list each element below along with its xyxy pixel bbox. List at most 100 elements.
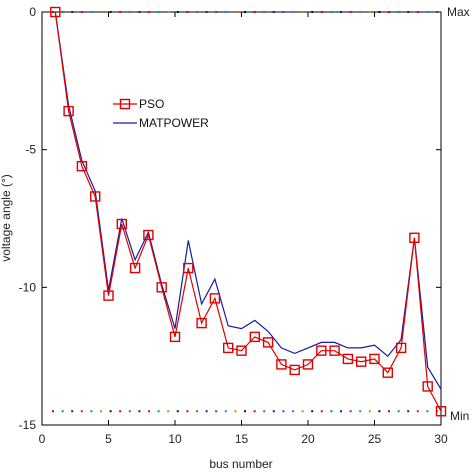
legend-pso-label: PSO	[139, 97, 164, 111]
max-line-dot	[90, 11, 93, 13]
data-point-pso	[329, 345, 340, 356]
min-line-dot	[311, 410, 314, 413]
data-point-pso	[276, 359, 287, 370]
series-line-matpower	[54, 11, 442, 390]
data-point-pso	[435, 406, 447, 417]
data-point-pso	[103, 290, 114, 301]
max-line-dot	[340, 11, 342, 13]
data-point-pso	[395, 342, 407, 354]
min-line-dot	[234, 410, 237, 413]
data-point-pso	[382, 367, 393, 378]
min-line-dot	[196, 410, 198, 413]
min-reference-line	[52, 410, 438, 413]
legend-matpower-label: MATPOWER	[139, 116, 209, 130]
data-point-pso	[262, 337, 274, 348]
min-line-dot	[71, 410, 74, 413]
max-line-dot	[176, 11, 179, 13]
min-line-dot	[244, 410, 246, 413]
data-point-pso	[236, 345, 247, 356]
min-line-dot	[263, 410, 266, 413]
x-tick-label: 5	[105, 432, 112, 446]
max-line-dot	[311, 11, 314, 13]
data-point-pso	[356, 356, 367, 367]
max-line-dot	[80, 11, 83, 13]
min-line-dot	[80, 410, 83, 413]
data-point-pso	[89, 191, 101, 202]
max-line-dot	[128, 11, 131, 13]
max-line-dot	[186, 11, 189, 13]
max-line-dot	[359, 11, 362, 13]
max-line-dot	[138, 11, 141, 13]
min-line-dot	[368, 410, 371, 413]
max-line-dot	[253, 11, 256, 13]
min-line-dot	[138, 410, 141, 413]
y-tick-label: -10	[19, 280, 37, 294]
min-line-dot	[186, 410, 189, 413]
y-tick-label: -15	[19, 418, 37, 432]
max-line-dot	[349, 11, 352, 13]
max-line-dot	[407, 11, 410, 13]
min-line-dot	[272, 410, 275, 413]
series-line-pso	[54, 11, 442, 412]
min-line-dot	[52, 410, 54, 413]
data-point-pso	[63, 105, 74, 117]
min-line-dot	[109, 410, 112, 413]
data-point-pso	[156, 282, 167, 293]
max-line-dot	[263, 11, 266, 13]
data-point-pso	[316, 345, 327, 356]
min-line-dot	[282, 410, 285, 413]
series-layer	[50, 6, 447, 417]
x-tick-label: 30	[434, 432, 448, 446]
min-line-dot	[205, 410, 208, 413]
data-point-pso	[289, 364, 300, 376]
min-line-dot	[397, 410, 400, 413]
legend-pso-marker	[119, 98, 131, 110]
min-line-dot	[148, 410, 150, 413]
x-tick-label: 15	[235, 432, 249, 446]
x-axis-ticks: 0 5 10 15 20 25 30	[39, 12, 448, 446]
legend: PSO MATPOWER	[113, 97, 209, 130]
max-line-dot	[52, 11, 54, 13]
max-line-dot	[234, 11, 237, 13]
min-line-dot	[128, 410, 131, 413]
min-line-dot	[90, 410, 93, 413]
max-line-dot	[157, 11, 160, 13]
x-axis-title: bus number	[209, 457, 272, 471]
min-line-dot	[61, 410, 64, 413]
data-point-pso	[209, 293, 221, 304]
max-line-dot	[167, 11, 170, 13]
data-point-pso	[249, 331, 261, 343]
max-line-dot	[272, 11, 275, 13]
min-line-dot	[320, 410, 323, 413]
y-tick-label: -5	[25, 143, 36, 157]
min-line-dot	[292, 410, 294, 413]
y-tick-label: 0	[29, 5, 36, 19]
min-line-dot	[388, 410, 390, 413]
data-point-pso	[409, 232, 420, 243]
min-line-dot	[349, 410, 352, 413]
data-point-pso	[422, 381, 433, 392]
min-line-dot	[426, 410, 429, 413]
x-tick-label: 20	[301, 432, 315, 446]
x-tick-label: 0	[39, 432, 46, 446]
min-label: Min	[450, 409, 469, 423]
max-line-dot	[282, 11, 285, 13]
max-line-dot	[205, 11, 208, 13]
max-line-dot	[292, 11, 294, 13]
min-line-dot	[167, 410, 170, 413]
x-tick-label: 25	[368, 432, 382, 446]
data-point-pso	[129, 262, 141, 274]
max-label: Max	[447, 5, 470, 19]
max-line-dot	[100, 11, 102, 13]
max-line-dot	[416, 11, 419, 13]
min-line-dot	[378, 410, 381, 413]
min-line-dot	[157, 410, 160, 413]
plot-area	[41, 11, 442, 426]
min-line-dot	[407, 410, 410, 413]
max-line-dot	[196, 11, 198, 13]
data-point-pso	[342, 353, 354, 365]
max-reference-line	[52, 11, 438, 13]
min-line-dot	[416, 410, 419, 413]
data-point-pso	[183, 262, 194, 274]
